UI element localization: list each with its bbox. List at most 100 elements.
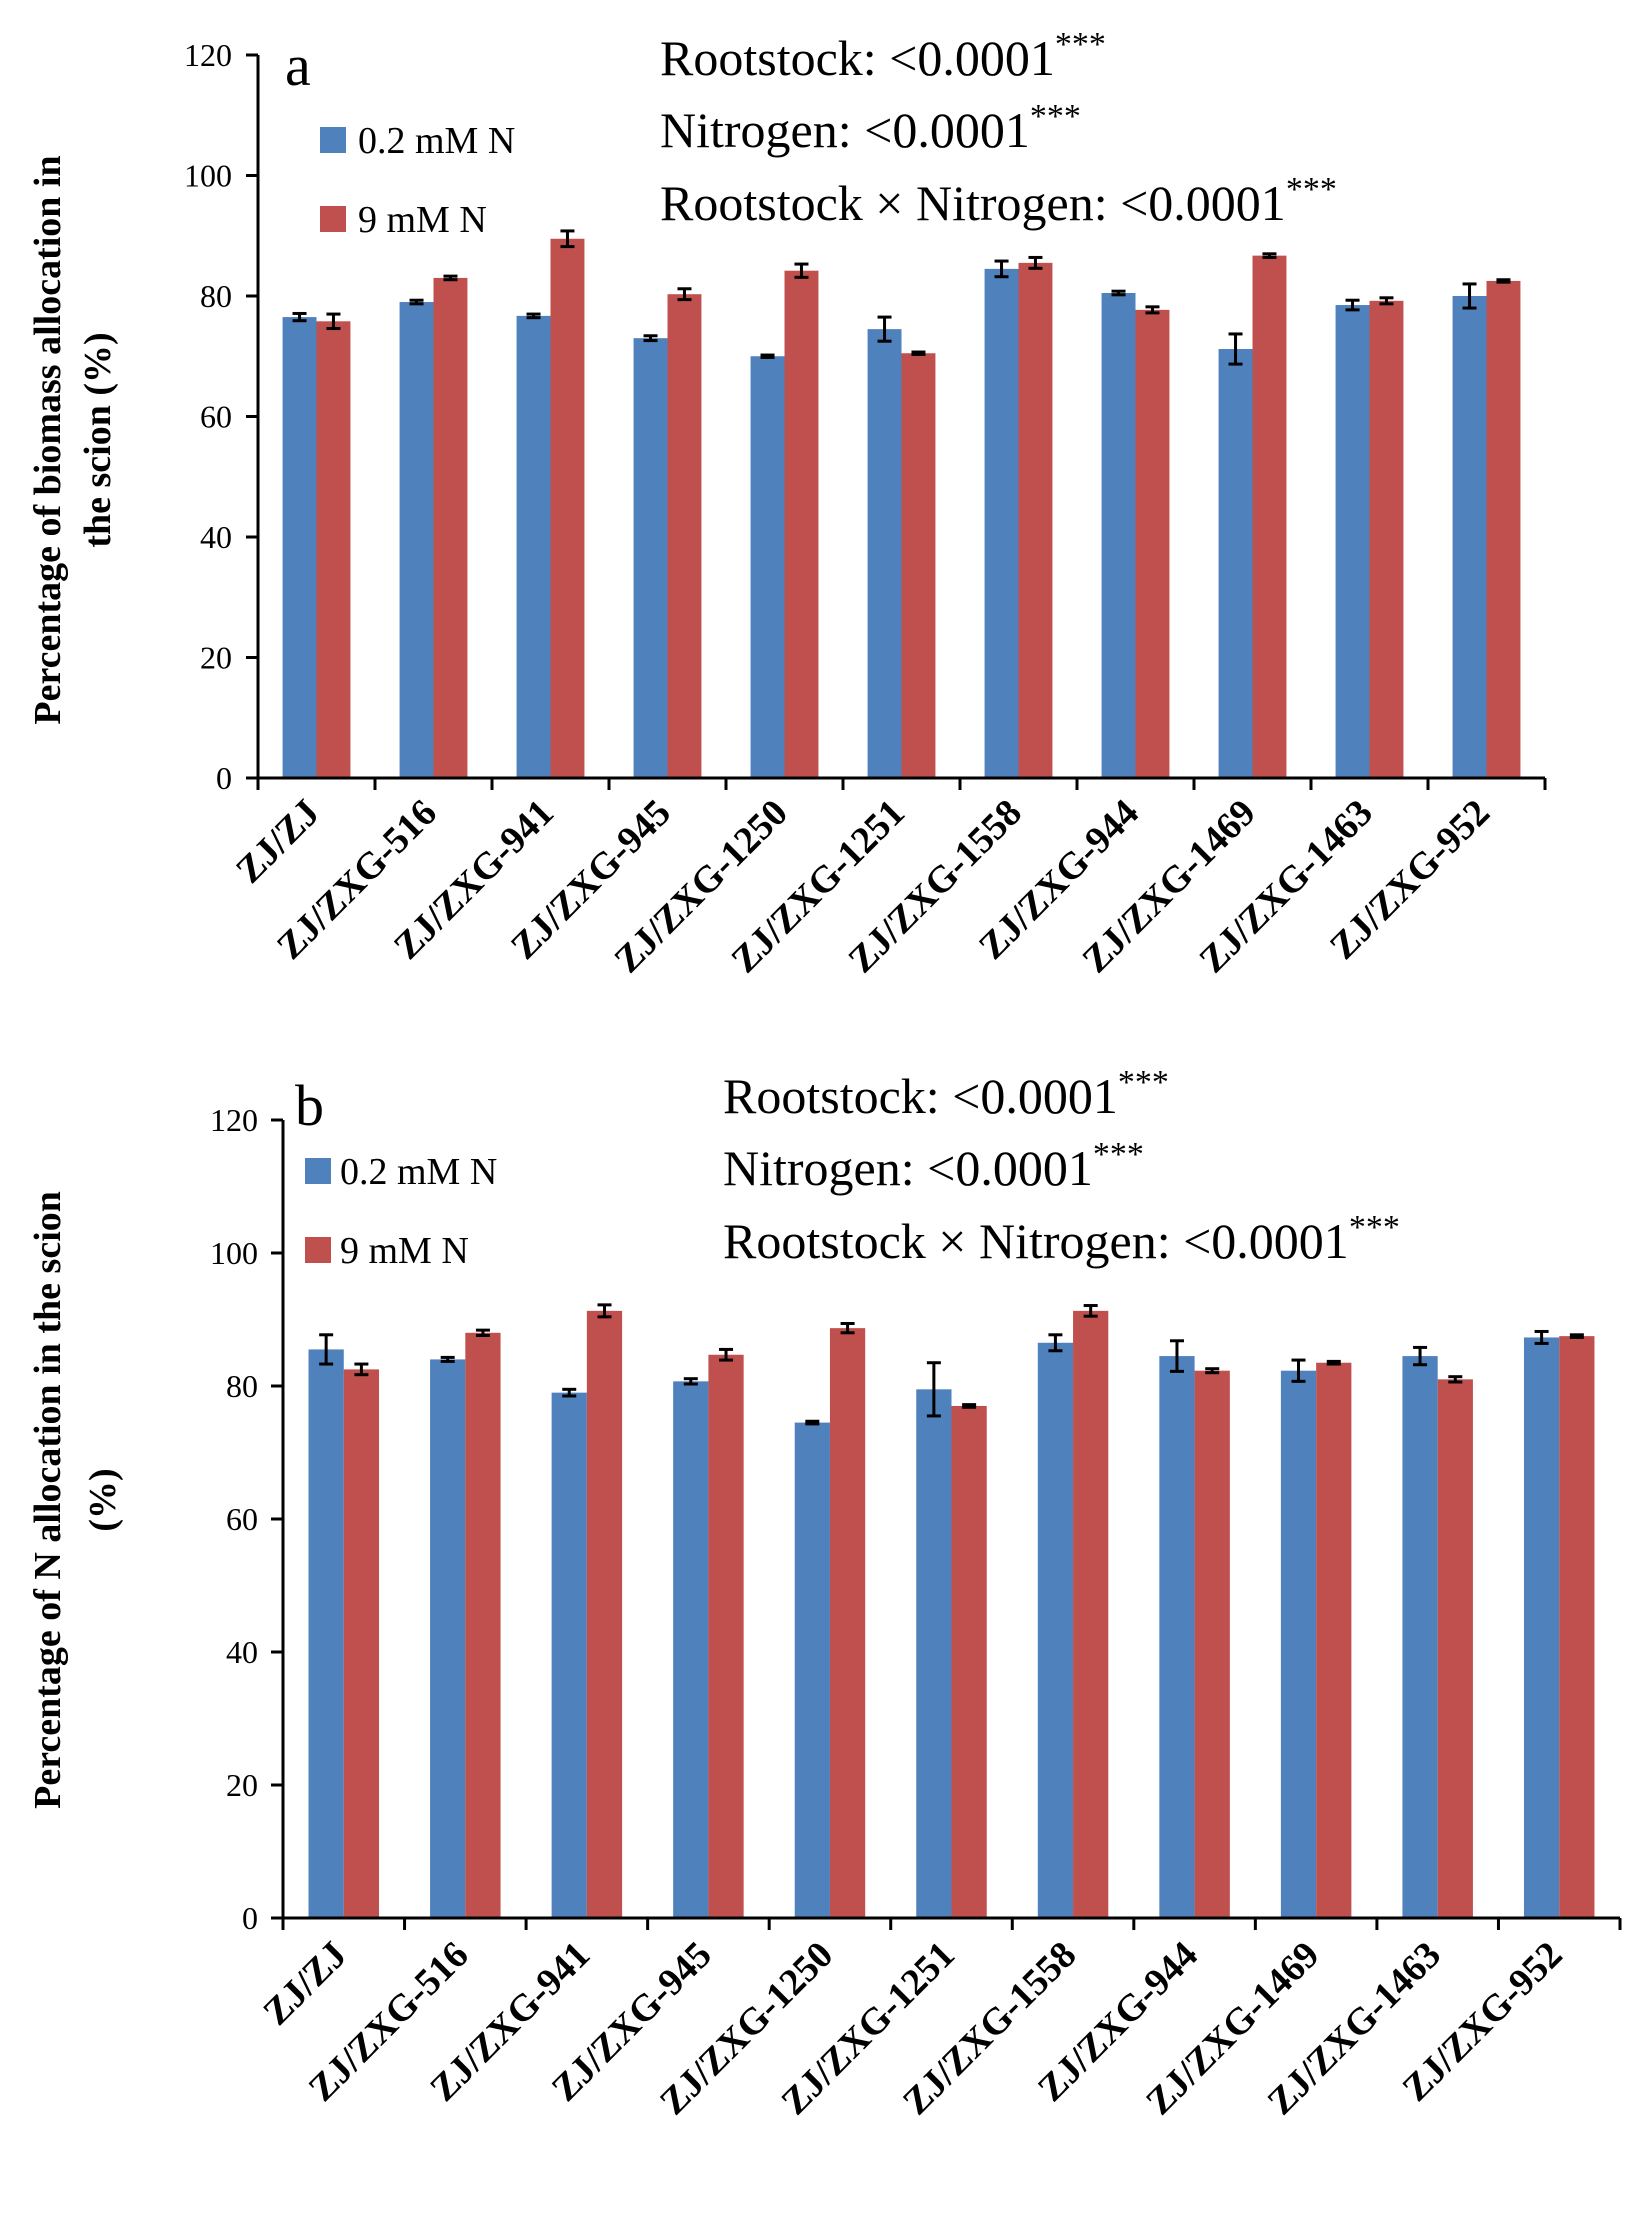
error-bar-low-9	[1345, 298, 1360, 312]
error-bar-low-8	[1228, 332, 1243, 366]
bar-high-8	[1252, 255, 1287, 778]
stat-interaction: Rootstock × Nitrogen: <0.0001***	[723, 1209, 1400, 1269]
error-bar-high-3	[719, 1347, 734, 1362]
error-bar-low-4	[805, 1419, 820, 1426]
bar-low-0	[282, 317, 317, 778]
bar-high-8	[1316, 1362, 1352, 1918]
x-category-label: ZJ/ZJ	[255, 1934, 355, 2034]
error-bar-high-6	[1028, 255, 1043, 270]
stat-nitrogen: Nitrogen: <0.0001***	[660, 98, 1081, 158]
bar-low-1	[430, 1359, 466, 1918]
bar-low-9	[1335, 305, 1370, 778]
stat-interaction: Rootstock × Nitrogen: <0.0001***	[660, 171, 1337, 231]
error-bar-high-5	[911, 350, 926, 356]
bar-high-4	[784, 270, 819, 778]
bar-low-1	[399, 302, 434, 778]
y-axis-label-line2: (%)	[82, 1468, 124, 1531]
error-bar-low-7	[1111, 289, 1126, 297]
legend-swatch-high	[320, 206, 346, 232]
y-tick-label: 80	[226, 1368, 258, 1404]
bar-low-6	[984, 268, 1019, 778]
error-bar-high-0	[326, 312, 341, 331]
bar-high-6	[1073, 1310, 1109, 1918]
error-bar-high-1	[443, 274, 458, 282]
y-tick-label: 60	[200, 399, 232, 435]
legend-swatch-low	[320, 127, 346, 153]
error-bar-high-2	[560, 229, 575, 249]
y-tick-label: 20	[226, 1767, 258, 1803]
error-bar-high-1	[475, 1328, 490, 1337]
y-tick-label: 40	[226, 1634, 258, 1670]
error-bar-low-8	[1291, 1358, 1306, 1383]
legend-swatch-low	[305, 1158, 331, 1184]
error-bar-low-6	[994, 259, 1009, 279]
bar-low-2	[516, 315, 551, 778]
bar-low-8	[1280, 1370, 1317, 1918]
y-tick-label: 120	[184, 37, 232, 73]
error-bar-high-7	[1205, 1367, 1220, 1375]
error-bar-high-4	[794, 262, 809, 279]
bar-low-7	[1159, 1356, 1195, 1918]
bar-low-9	[1402, 1356, 1438, 1918]
error-bar-low-5	[926, 1361, 941, 1418]
bar-low-0	[308, 1349, 344, 1918]
bar-low-10	[1523, 1337, 1560, 1918]
error-bar-low-10	[1462, 282, 1477, 310]
y-tick-label: 0	[216, 760, 232, 796]
error-bar-low-1	[409, 298, 424, 306]
bar-high-10	[1559, 1336, 1595, 1918]
error-bar-high-8	[1326, 1359, 1341, 1366]
stat-rootstock: Rootstock: <0.0001***	[723, 1064, 1169, 1124]
bar-low-5	[867, 329, 902, 778]
bar-high-1	[465, 1332, 501, 1918]
error-bar-low-0	[319, 1333, 334, 1366]
bar-high-4	[829, 1328, 866, 1918]
bar-low-2	[551, 1392, 587, 1918]
bar-low-3	[633, 338, 668, 778]
bar-high-10	[1486, 280, 1521, 778]
error-bar-high-7	[1145, 305, 1160, 315]
error-bar-high-9	[1379, 296, 1394, 306]
bar-high-3	[708, 1354, 744, 1918]
y-tick-label: 80	[200, 278, 232, 314]
legend-label-high: 9 mM N	[358, 199, 487, 241]
legend-label-low: 0.2 mM N	[358, 120, 515, 162]
error-bar-high-10	[1496, 278, 1511, 284]
bar-low-7	[1101, 292, 1136, 778]
y-tick-label: 100	[184, 158, 232, 194]
error-bar-high-2	[597, 1303, 612, 1319]
bar-high-2	[550, 238, 585, 778]
bar-low-4	[750, 356, 785, 778]
y-tick-label: 100	[210, 1235, 258, 1271]
error-bar-high-10	[1569, 1333, 1584, 1339]
legend-label-high: 9 mM N	[340, 1230, 469, 1272]
panel-label: a	[285, 33, 311, 98]
y-tick-label: 0	[242, 1900, 258, 1936]
y-axis-label-line1: Percentage of N allocation in the scion	[27, 1191, 69, 1809]
error-bar-low-5	[877, 315, 892, 343]
error-bar-high-6	[1083, 1304, 1098, 1318]
error-bar-low-2	[526, 312, 541, 320]
bar-high-9	[1437, 1379, 1473, 1918]
bar-high-9	[1369, 300, 1404, 778]
error-bar-high-4	[840, 1321, 855, 1335]
error-bar-high-8	[1262, 252, 1277, 259]
x-category-label: ZJ/ZJ	[228, 792, 328, 892]
bar-low-10	[1452, 296, 1487, 778]
y-tick-label: 60	[226, 1501, 258, 1537]
y-axis-label-line1: Percentage of biomass allocation in	[27, 155, 69, 724]
error-bar-low-7	[1169, 1339, 1184, 1373]
error-bar-high-5	[962, 1403, 977, 1409]
stat-nitrogen: Nitrogen: <0.0001***	[723, 1136, 1144, 1196]
bar-high-2	[586, 1310, 623, 1918]
y-tick-label: 20	[200, 640, 232, 676]
y-axis-label-line2: the scion (%)	[77, 332, 119, 547]
error-bar-low-1	[440, 1355, 455, 1363]
panel-b: Percentage of N allocation in the scion …	[27, 1064, 1622, 2123]
error-bar-low-0	[292, 311, 307, 323]
bar-high-1	[433, 277, 468, 778]
bar-high-0	[343, 1369, 380, 1918]
bar-high-5	[951, 1405, 987, 1918]
error-bar-low-3	[683, 1377, 698, 1386]
